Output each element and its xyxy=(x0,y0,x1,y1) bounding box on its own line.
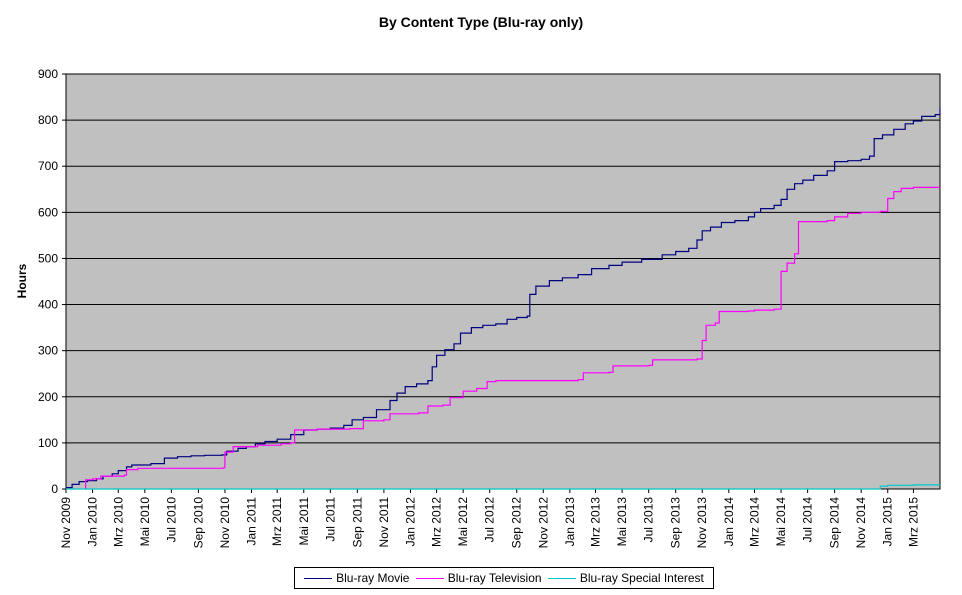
y-tick-label: 400 xyxy=(38,298,58,312)
gridlines xyxy=(66,119,940,444)
y-tick-label: 500 xyxy=(38,251,58,265)
x-tick-label: Nov 2014 xyxy=(854,497,868,549)
x-tick-label: Nov 2010 xyxy=(218,497,232,549)
x-tick-label: Sep 2010 xyxy=(191,497,205,549)
x-tick-label: Sep 2014 xyxy=(828,497,842,549)
x-tick-label: Mai 2010 xyxy=(138,497,152,547)
chart-title: By Content Type (Blu-ray only) xyxy=(378,14,584,30)
x-tick-label: Mai 2012 xyxy=(456,497,470,547)
x-tick-label: Sep 2012 xyxy=(510,497,524,549)
x-tick-label: Mai 2011 xyxy=(297,497,311,546)
y-tick-label: 300 xyxy=(38,344,58,358)
x-tick-label: Mrz 2010 xyxy=(111,497,125,547)
y-tick-label: 100 xyxy=(38,436,58,450)
y-tick-label: 600 xyxy=(38,205,58,219)
y-tick-label: 0 xyxy=(51,482,58,496)
y-tick-label: 900 xyxy=(38,67,58,81)
x-tick-label: Mrz 2011 xyxy=(270,497,284,546)
y-tick-label: 200 xyxy=(38,390,58,404)
y-axis-title: Hours xyxy=(15,263,29,298)
plot-area xyxy=(65,73,941,490)
x-tick-label: Jan 2010 xyxy=(86,497,100,547)
x-tick-label: Jul 2012 xyxy=(483,497,497,543)
legend-label: Blu-ray Television xyxy=(447,571,542,585)
x-axis: Nov 2009 Jan 2010 Mrz 2010 Mai 2010 Jul 2010… xyxy=(59,489,920,548)
x-tick-label: Nov 2012 xyxy=(536,497,550,549)
legend-label: Blu-ray Special Interest xyxy=(579,571,704,585)
x-tick-label: Jan 2014 xyxy=(722,497,736,547)
x-tick-label: Sep 2013 xyxy=(669,497,683,549)
legend-item: Blu-ray Special Interest xyxy=(547,571,704,585)
legend-label: Blu-ray Movie xyxy=(336,571,410,585)
x-tick-label: Mrz 2013 xyxy=(589,497,603,547)
y-tick-label: 800 xyxy=(38,113,58,127)
legend-swatch xyxy=(415,577,444,579)
y-axis: 0 100 200 300 400 500 600 700 800 900 xyxy=(38,67,66,496)
x-tick-label: Jan 2013 xyxy=(563,497,577,547)
series-line-1 xyxy=(66,108,941,489)
x-tick-label: Jan 2011 xyxy=(245,497,259,546)
x-tick-label: Jul 2011 xyxy=(323,497,337,542)
x-tick-label: Mai 2013 xyxy=(615,497,629,547)
series-lines xyxy=(66,108,941,490)
x-tick-label: Jul 2014 xyxy=(801,497,815,543)
x-tick-label: Jan 2012 xyxy=(403,497,417,547)
y-tick-label: 700 xyxy=(38,159,58,173)
x-tick-label: Jul 2010 xyxy=(164,497,178,543)
x-tick-label: Mai 2014 xyxy=(774,497,788,547)
x-tick-label: Mrz 2015 xyxy=(906,497,920,547)
x-tick-label: Jan 2015 xyxy=(881,497,895,547)
x-tick-label: Nov 2009 xyxy=(59,497,73,549)
x-tick-label: Mrz 2014 xyxy=(747,497,761,547)
legend-item: Blu-ray Movie xyxy=(304,571,409,585)
x-tick-label: Nov 2013 xyxy=(695,497,709,549)
legend-item: Blu-ray Television xyxy=(415,571,542,585)
x-tick-label: Nov 2011 xyxy=(377,497,391,548)
series-line-2 xyxy=(85,186,940,490)
legend-swatch xyxy=(304,577,333,579)
x-tick-label: Mrz 2012 xyxy=(430,497,444,547)
legend: Blu-ray Movie Blu-ray Television Blu-ray S… xyxy=(294,567,714,589)
x-tick-label: Sep 2011 xyxy=(350,497,364,548)
x-tick-label: Jul 2013 xyxy=(642,497,656,543)
series-line-3 xyxy=(66,484,940,490)
legend-swatch xyxy=(547,577,576,579)
